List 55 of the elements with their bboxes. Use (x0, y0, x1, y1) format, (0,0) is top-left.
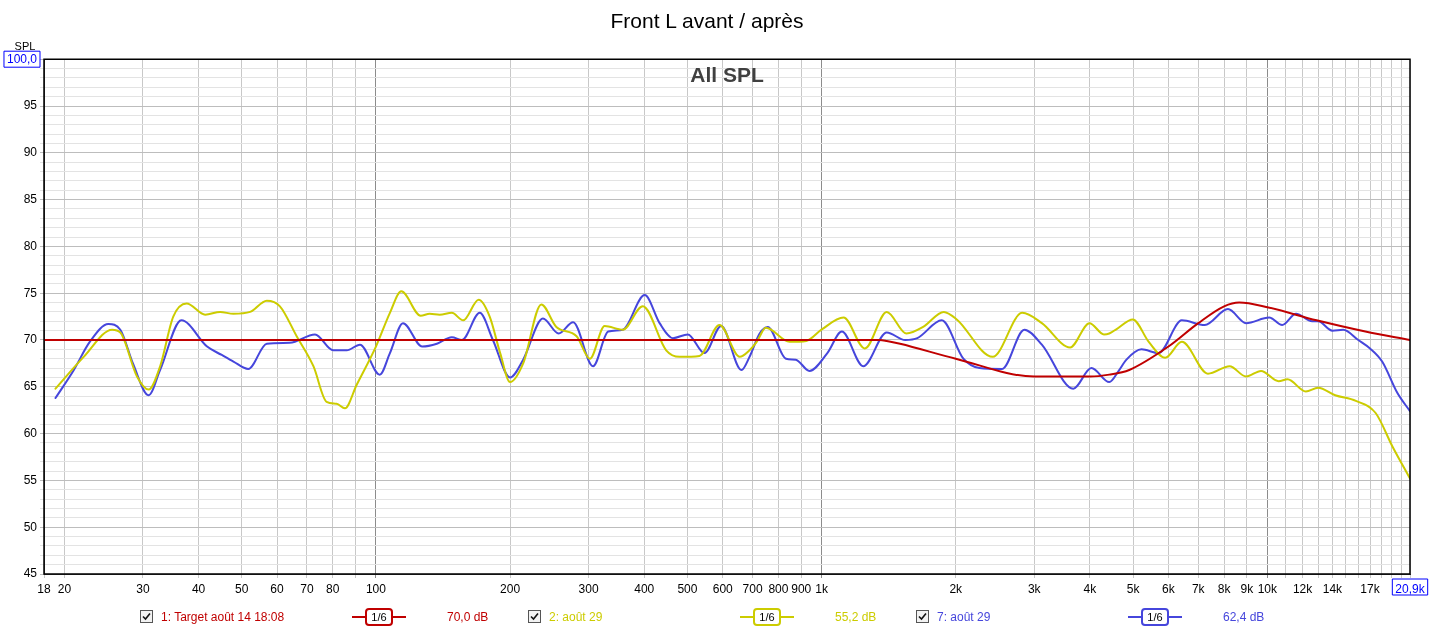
x-tick-label: 20,9k (1395, 581, 1426, 596)
chart-subtitle: All SPL (690, 63, 764, 86)
chart-title: Front L avant / après (610, 9, 804, 33)
y-tick-label: 100,0 (6, 51, 38, 66)
text: 62,4 dB (1223, 610, 1265, 624)
x-tick-label: 17k (1360, 581, 1381, 596)
x-tick-label: 50 (235, 581, 249, 596)
x-tick-label: 200 (500, 581, 521, 596)
x-tick-label: 5k (1126, 581, 1141, 596)
x-tick-label: 10k (1257, 581, 1278, 596)
x-tick-label: 30 (136, 581, 150, 596)
y-tick-label: 50 (23, 519, 38, 534)
x-tick-label: 12k (1292, 581, 1314, 596)
y-tick-label: 80 (23, 238, 38, 253)
x-tick-label: 80 (326, 581, 340, 596)
x-tick-label: 1k (815, 581, 829, 596)
text: 70,0 dB (447, 610, 489, 624)
y-tick-label: 55 (23, 472, 38, 487)
x-tick-label: 300 (578, 581, 599, 596)
x-tick-label: 100 (365, 581, 387, 596)
x-tick-label: 2k (949, 581, 964, 596)
x-tick-label: 14k (1322, 581, 1344, 596)
text: 7: août 29 (937, 610, 991, 624)
y-tick-label: 95 (23, 98, 38, 113)
y-axis-title: SPL (14, 39, 36, 52)
x-tick-label: 8k (1217, 581, 1232, 596)
x-tick-label: 900 (791, 581, 812, 596)
text: 1/6 (1141, 608, 1169, 626)
y-tick-label: 90 (23, 145, 38, 160)
y-tick-label: 70 (23, 332, 38, 347)
x-tick-label: 18 (37, 581, 51, 596)
x-tick-label: 6k (1162, 581, 1176, 596)
x-tick-label: 700 (742, 581, 763, 596)
x-tick-label: 7k (1191, 581, 1206, 596)
y-tick-label: 60 (23, 425, 38, 440)
x-tick-label: 20 (57, 581, 72, 596)
x-tick-label: 70 (300, 581, 314, 596)
x-tick-label: 60 (270, 581, 285, 596)
x-tick-label: 500 (677, 581, 698, 596)
text: 1/6 (753, 608, 781, 626)
x-tick-label: 40 (191, 581, 206, 596)
text: 1/6 (365, 608, 393, 626)
text: 55,2 dB (835, 610, 877, 624)
y-tick-label: 75 (23, 285, 38, 300)
x-tick-label: 3k (1027, 581, 1042, 596)
x-tick-label: 800 (768, 581, 789, 596)
text: 1: Target août 14 18:08 (161, 610, 285, 624)
x-tick-label: 9k (1240, 581, 1255, 596)
x-tick-label: 4k (1083, 581, 1098, 596)
y-tick-label: 65 (23, 379, 38, 394)
x-tick-label: 400 (634, 581, 655, 596)
y-tick-label: 85 (23, 191, 38, 206)
text: 2: août 29 (549, 610, 603, 624)
y-tick-label: 45 (23, 566, 38, 581)
x-tick-label: 600 (712, 581, 734, 596)
